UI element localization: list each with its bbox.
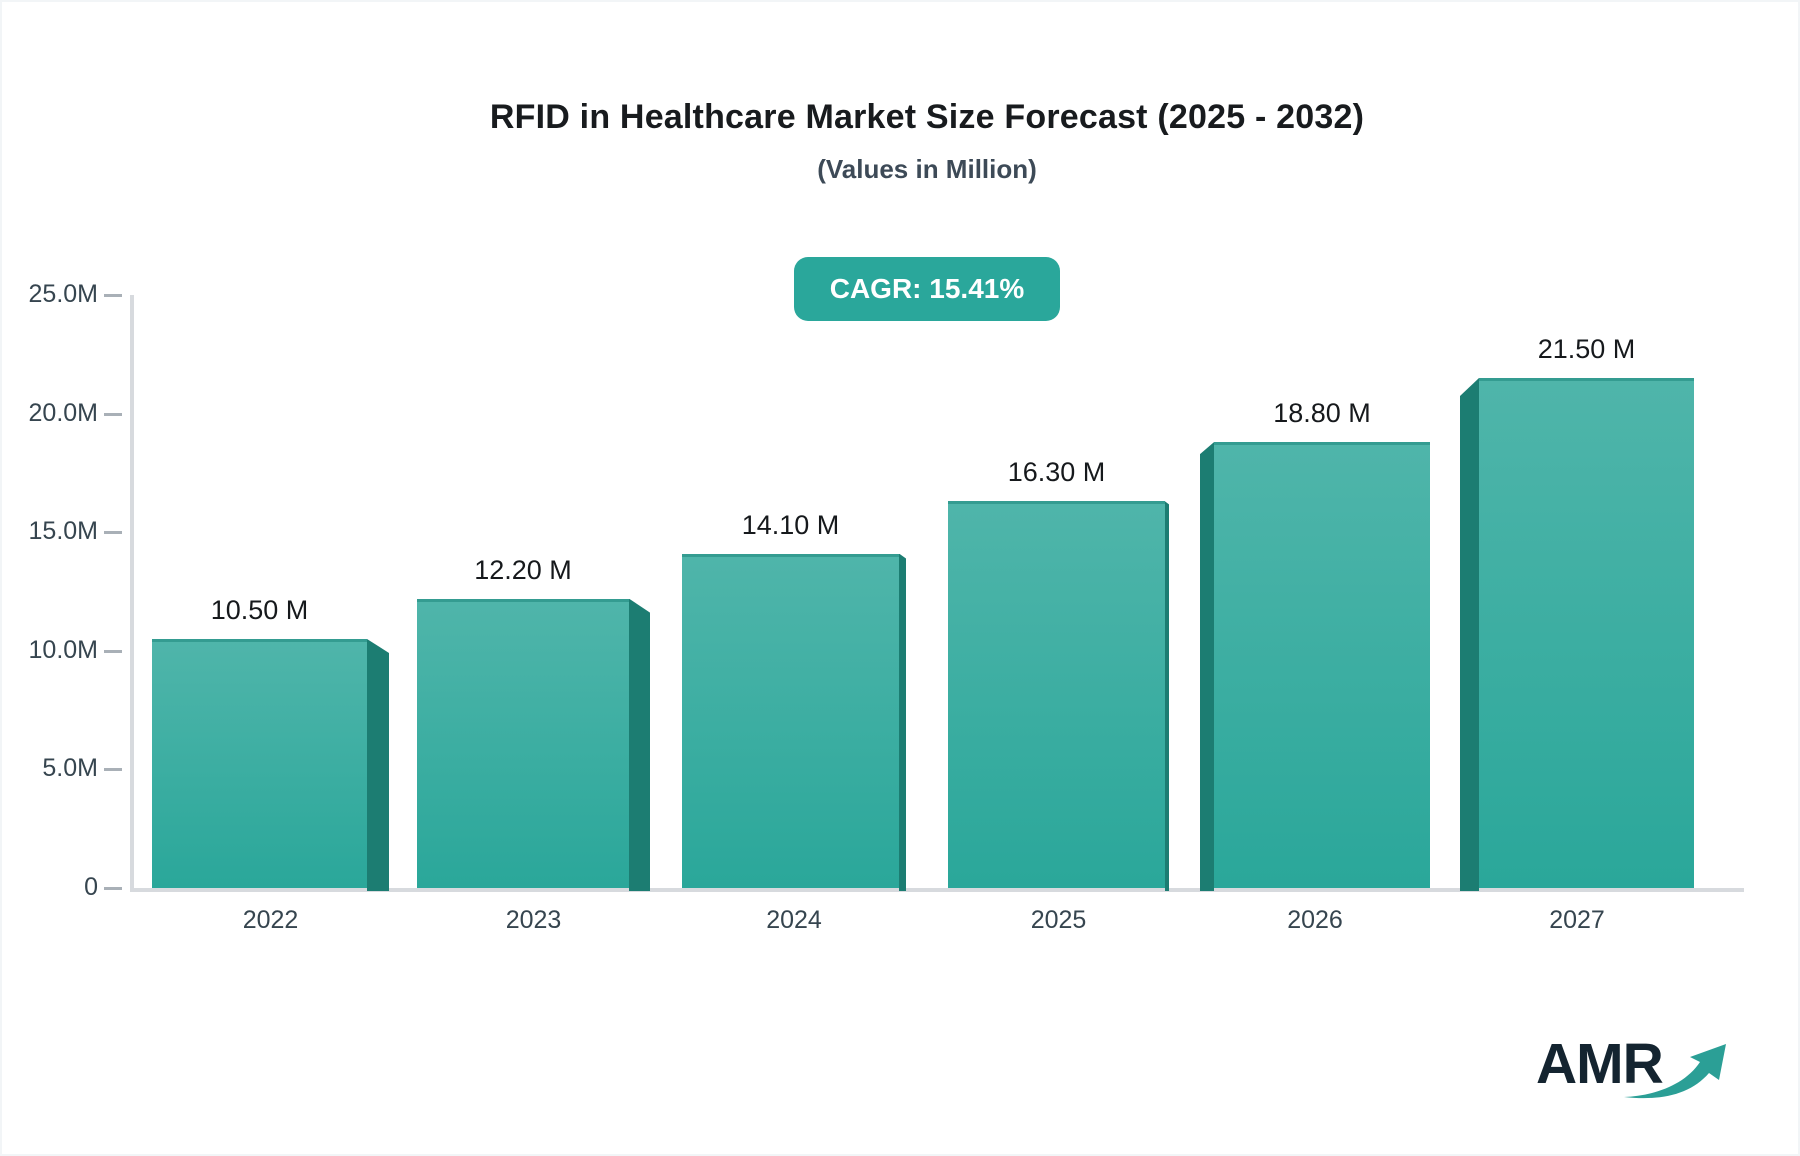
x-axis-label-2027: 2027 — [1549, 906, 1605, 934]
y-axis-tick-label: 5.0M — [42, 754, 98, 783]
bar-2027 — [1479, 378, 1694, 888]
amr-logo: AMR — [1536, 1034, 1766, 1114]
chart-title: RFID in Healthcare Market Size Forecast … — [489, 98, 1365, 136]
cagr-badge: CAGR: 15.41% — [793, 257, 1061, 321]
bar-3d-side — [1460, 378, 1479, 891]
bar-2024 — [682, 553, 899, 888]
bar-3d-side — [1200, 442, 1214, 891]
x-axis-label-2026: 2026 — [1287, 906, 1343, 934]
bar-value-label: 14.10 M — [741, 509, 840, 540]
x-axis-label-2024: 2024 — [766, 906, 822, 934]
y-axis-tick-label: 10.0M — [28, 635, 98, 664]
bar-value-label: 16.30 M — [1007, 457, 1106, 488]
bar-2022 — [152, 638, 367, 888]
bar-2026 — [1214, 442, 1430, 888]
bar-2023 — [417, 598, 629, 888]
bar-value-label: 18.80 M — [1273, 398, 1371, 429]
y-axis-tick — [104, 887, 122, 890]
growth-arrow-icon — [1624, 1044, 1726, 1099]
y-axis-tick — [104, 768, 122, 772]
y-axis-tick-label: 20.0M — [28, 398, 98, 427]
bar-value-label: 12.20 M — [474, 554, 572, 585]
x-axis-line — [130, 888, 1744, 892]
bar-2025 — [948, 501, 1165, 888]
y-axis-tick-label: 25.0M — [28, 280, 98, 308]
y-axis-tick — [104, 294, 122, 297]
y-axis-tick-label: 0 — [84, 873, 98, 901]
y-axis-tick — [104, 531, 122, 535]
bar-3d-side — [367, 638, 389, 891]
bar-3d-side — [899, 553, 906, 891]
x-axis-label-2022: 2022 — [242, 906, 299, 934]
chart-header: RFID in Healthcare Market Size Forecast … — [2, 2, 1800, 321]
x-axis-label-2025: 2025 — [1030, 906, 1087, 934]
y-axis-tick-label: 15.0M — [28, 517, 98, 546]
amr-logo-text: AMR — [1536, 1032, 1664, 1096]
bar-3d-side — [629, 598, 650, 891]
chart-subtitle: (Values in Million) — [817, 154, 1037, 184]
y-axis-line — [130, 295, 134, 892]
y-axis-tick — [104, 412, 122, 416]
bar-3d-side — [1165, 501, 1169, 891]
bar-value-label: 10.50 M — [210, 594, 309, 625]
y-axis-tick — [104, 649, 122, 653]
bar-value-label: 21.50 M — [1537, 334, 1636, 365]
x-axis-label-2023: 2023 — [505, 906, 562, 934]
